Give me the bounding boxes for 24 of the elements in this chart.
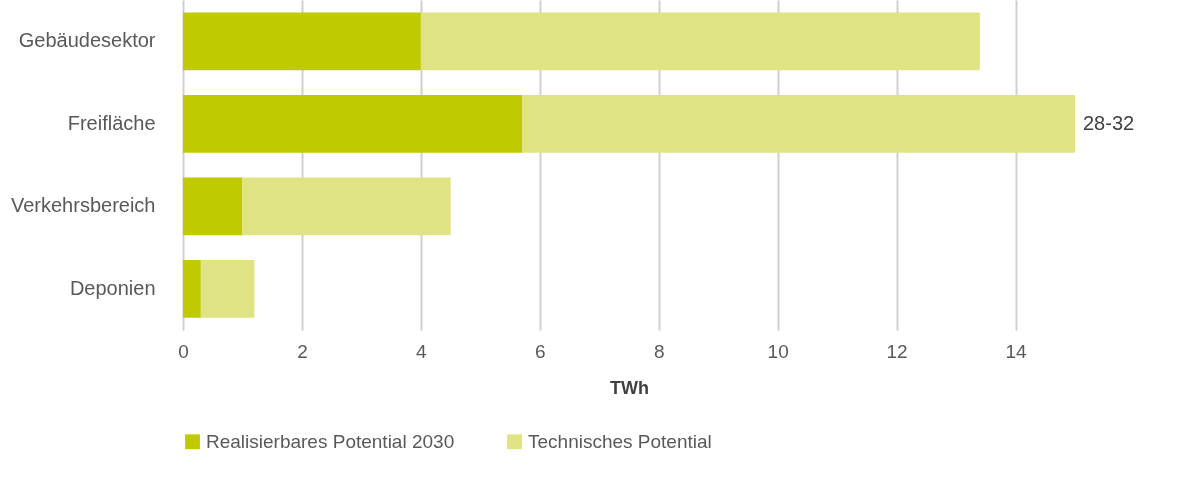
x-tick-label: 0 (178, 340, 189, 362)
y-tick-label: Gebäudesektor (18, 29, 156, 52)
bar (183, 94, 522, 153)
x-axis-title: TWh (610, 377, 649, 398)
bar (183, 12, 421, 71)
x-tick-label: 8 (653, 340, 665, 362)
bar (420, 12, 980, 71)
x-tick-label: 2 (297, 340, 308, 362)
annotation: 28-32 (1083, 111, 1135, 134)
x-tick-label: 12 (886, 340, 908, 362)
x-tick-label: 10 (767, 340, 789, 362)
y-tick-label: Deponien (69, 276, 156, 299)
bar (242, 177, 451, 236)
x-tick-label: 6 (535, 340, 546, 362)
x-tick-label: 14 (1005, 340, 1028, 362)
bar (183, 177, 243, 236)
y-tick-label: Freifläche (67, 111, 156, 134)
bar (200, 259, 255, 318)
y-tick-label: Verkehrsbereich (10, 194, 156, 217)
legend-label: Realisierbares Potential 2030 (206, 430, 455, 452)
x-tick-label: 4 (416, 340, 428, 362)
bar (521, 94, 1075, 153)
legend-label: Technisches Potential (528, 430, 712, 452)
bar (183, 259, 201, 318)
